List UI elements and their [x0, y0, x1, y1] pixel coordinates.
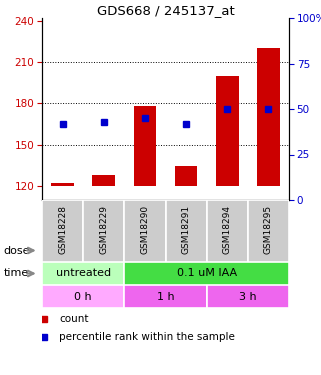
Bar	[42, 285, 124, 308]
Text: dose: dose	[3, 246, 30, 255]
Bar	[216, 76, 239, 186]
Bar	[207, 285, 289, 308]
Bar	[42, 200, 83, 262]
Bar	[83, 200, 124, 262]
Text: untreated: untreated	[56, 268, 111, 279]
Bar	[248, 200, 289, 262]
Bar	[124, 285, 207, 308]
Bar	[42, 262, 124, 285]
Bar	[166, 200, 207, 262]
Text: GSM18228: GSM18228	[58, 205, 67, 254]
Text: time: time	[3, 268, 29, 279]
Bar	[207, 200, 248, 262]
Bar	[51, 183, 74, 186]
Text: 1 h: 1 h	[157, 291, 174, 302]
Text: GSM18229: GSM18229	[99, 205, 108, 254]
Text: 0 h: 0 h	[74, 291, 92, 302]
Bar	[175, 165, 197, 186]
Text: 3 h: 3 h	[239, 291, 257, 302]
Bar	[257, 48, 280, 186]
Bar	[134, 106, 156, 186]
Bar	[124, 200, 166, 262]
Text: GSM18294: GSM18294	[223, 205, 232, 254]
Text: GSM18291: GSM18291	[182, 205, 191, 254]
Bar	[124, 262, 289, 285]
Text: 0.1 uM IAA: 0.1 uM IAA	[177, 268, 237, 279]
Text: GSM18290: GSM18290	[140, 205, 149, 254]
Text: GSM18295: GSM18295	[264, 205, 273, 254]
Title: GDS668 / 245137_at: GDS668 / 245137_at	[97, 4, 234, 17]
Text: percentile rank within the sample: percentile rank within the sample	[59, 332, 235, 342]
Bar	[92, 175, 115, 186]
Text: count: count	[59, 314, 89, 324]
